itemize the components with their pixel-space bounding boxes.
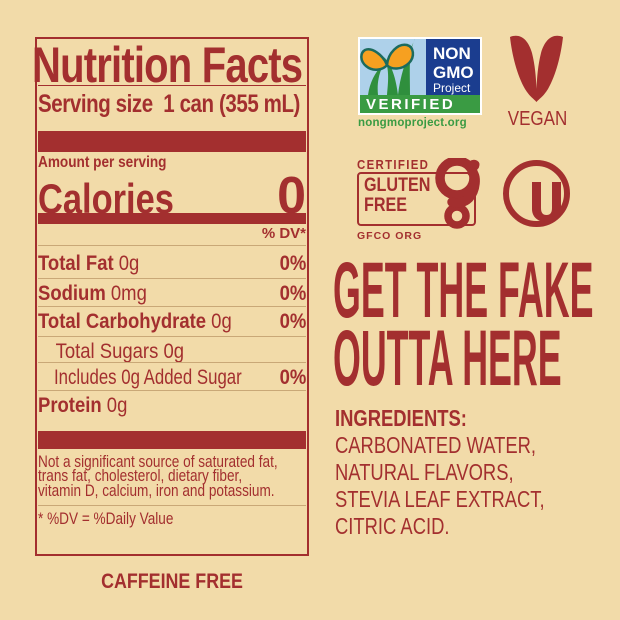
svg-text:GMO: GMO (433, 63, 474, 82)
svg-text:NON: NON (433, 44, 471, 63)
svg-text:VERIFIED: VERIFIED (366, 96, 455, 113)
svg-text:Project: Project (433, 81, 471, 95)
